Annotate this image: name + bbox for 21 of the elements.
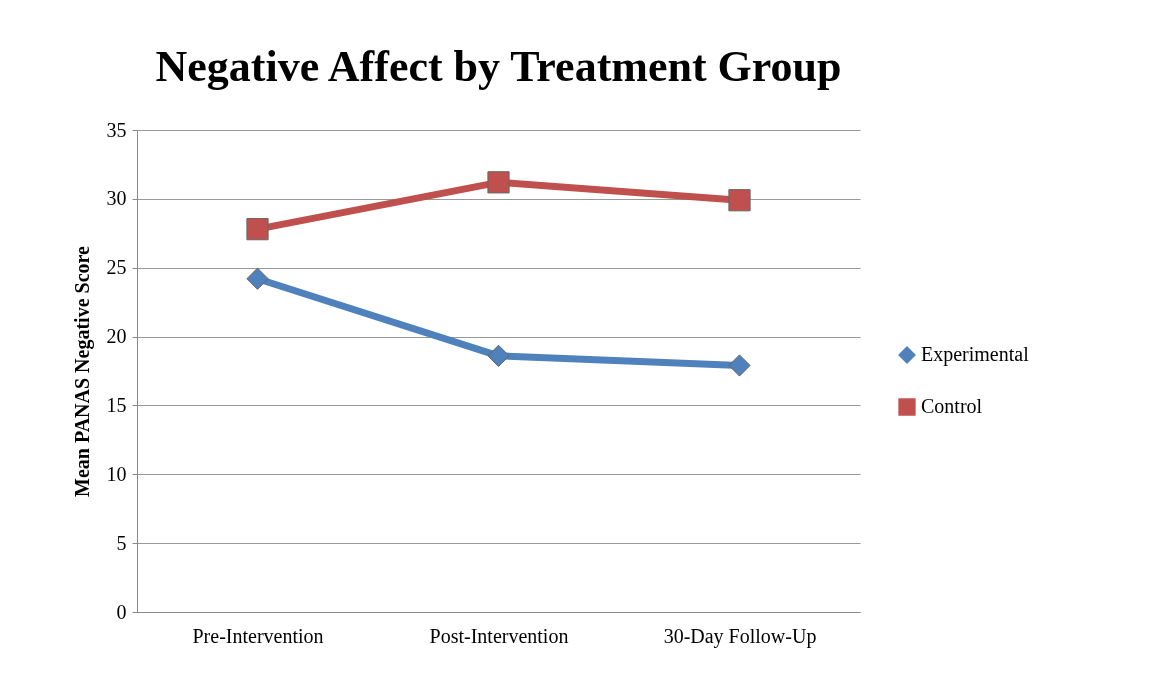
y-axis-title: Mean PANAS Negative Score [70,245,94,497]
y-tick-label: 20 [106,325,127,348]
legend-label: Experimental [921,343,1030,366]
point [728,189,751,212]
x-tick-label: Pre-Intervention [192,624,324,647]
y-tick-label: 0 [116,600,127,623]
chart-title: Negative Affect by Treatment Group [155,42,842,91]
point [487,344,510,367]
point [246,218,269,241]
x-tick-label: 30-Day Follow-Up [663,624,817,648]
point [728,354,751,377]
y-tick-label: 10 [106,462,127,485]
y-tick-label: 15 [106,393,127,416]
point [487,171,510,194]
point [246,267,269,290]
y-tick-label: 25 [106,256,127,279]
y-tick-label: 35 [106,118,127,141]
y-tick-label: 30 [106,187,127,210]
legend-label: Control [921,395,983,417]
y-tick-label: 5 [116,531,127,554]
x-tick-label: Post-Intervention [429,624,569,647]
